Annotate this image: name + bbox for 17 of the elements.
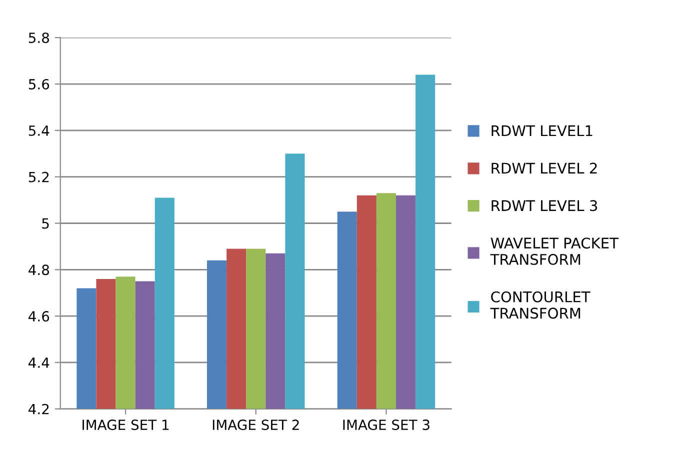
y-tick-label: 4.6 [28, 311, 50, 322]
y-tick-label: 5 [42, 218, 49, 229]
y-tick-label: 4.4 [28, 358, 50, 368]
y-tick-label: 4.2 [28, 404, 49, 414]
legend-label: WAVELET PACKET TRANSFORM [490, 238, 619, 265]
x-tick-label: IMAGE SET 1 [82, 420, 169, 430]
y-tick-label: 5.2 [28, 172, 49, 182]
legend-label: RDWT LEVEL1 [492, 125, 592, 136]
y-tick-label: 5.6 [28, 78, 50, 90]
legend-label: CONTOURLET TRANSFORM [490, 291, 590, 319]
x-tick-label: IMAGE SET 2 [212, 420, 299, 430]
y-tick-label: 4.8 [28, 264, 49, 276]
legend-label: RDWT LEVEL 2 [492, 162, 597, 174]
x-tick-label: IMAGE SET 3 [343, 420, 430, 430]
y-tick-label: 5.4 [28, 126, 50, 136]
legend-label: RDWT LEVEL 3 [492, 200, 598, 212]
y-tick-label: 5.8 [28, 32, 49, 44]
